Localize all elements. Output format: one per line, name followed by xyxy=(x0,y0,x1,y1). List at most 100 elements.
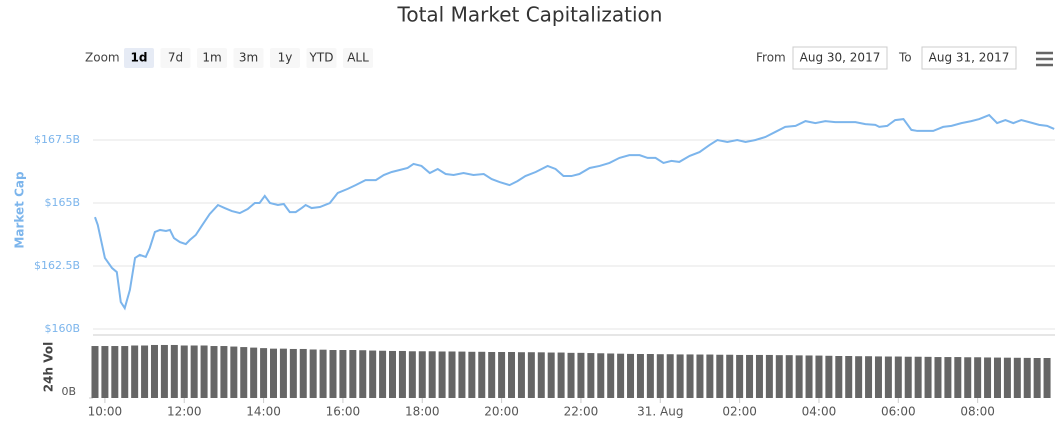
volume-bar xyxy=(121,346,129,398)
zoom-button[interactable]: 1d xyxy=(124,48,154,68)
to-value[interactable]: Aug 31, 2017 xyxy=(929,51,1010,65)
volume-bar xyxy=(91,346,99,398)
zoom-button-bg[interactable] xyxy=(343,48,373,68)
zoom-button[interactable]: 1y xyxy=(270,48,300,68)
zoom-button-label[interactable]: ALL xyxy=(347,51,369,65)
volume-bar xyxy=(924,356,932,398)
x-tick-label: 31. Aug xyxy=(637,405,683,419)
volume-bar xyxy=(260,348,268,398)
volume-bar xyxy=(527,352,535,398)
volume-bar xyxy=(369,350,377,398)
x-tick-label: 16:00 xyxy=(326,405,361,419)
from-value[interactable]: Aug 30, 2017 xyxy=(800,51,881,65)
menu-button[interactable] xyxy=(1036,51,1053,67)
zoom-button[interactable]: ALL xyxy=(343,48,373,68)
volume-bar xyxy=(964,357,972,398)
market-cap-line xyxy=(94,113,1055,311)
volume-bar xyxy=(607,353,615,398)
volume-bar xyxy=(180,345,188,398)
zoom-button-bg[interactable] xyxy=(270,48,300,68)
volume-bar xyxy=(279,348,287,398)
from-input[interactable]: Aug 30, 2017 xyxy=(792,46,888,70)
zoom-button-bg[interactable] xyxy=(306,48,337,68)
x-tick-label: 20:00 xyxy=(484,405,519,419)
volume-bar xyxy=(636,354,644,398)
zoom-button-label[interactable]: 1m xyxy=(202,51,221,65)
zoom-button[interactable]: YTD xyxy=(306,48,337,68)
y-tick-label: 0B xyxy=(61,385,76,398)
zoom-label: Zoom xyxy=(85,51,120,65)
volume-bar xyxy=(666,354,674,398)
x-tick-label: 12:00 xyxy=(167,405,202,419)
zoom-button[interactable]: 1m xyxy=(197,48,227,68)
x-tick-label: 14:00 xyxy=(246,405,281,419)
to-box[interactable] xyxy=(921,46,1017,70)
volume-bar xyxy=(379,350,387,398)
from-box[interactable] xyxy=(792,46,888,70)
zoom-button-label[interactable]: 1y xyxy=(278,51,293,65)
volume-bar xyxy=(517,352,525,398)
volume-bar xyxy=(1023,357,1031,398)
volume-bar xyxy=(428,351,436,398)
x-tick-label: 04:00 xyxy=(802,405,837,419)
volume-bar xyxy=(755,354,763,398)
volume-bar xyxy=(230,346,238,398)
volume-bar xyxy=(993,357,1001,398)
volume-bar xyxy=(299,348,307,398)
volume-bar xyxy=(884,356,892,398)
chart-title: Total Market Capitalization xyxy=(397,3,663,27)
volume-bar xyxy=(498,352,506,398)
volume-bar xyxy=(448,351,456,398)
volume-bar xyxy=(111,346,119,398)
x-tick-label: 02:00 xyxy=(722,405,757,419)
volume-bar xyxy=(646,354,654,398)
x-tick-label: 08:00 xyxy=(960,405,995,419)
volume-bar xyxy=(131,345,139,398)
volume-bar xyxy=(775,355,783,398)
volume-bar xyxy=(676,354,684,398)
volume-bar xyxy=(795,355,803,398)
zoom-button-label[interactable]: 7d xyxy=(168,51,183,65)
volume-bar xyxy=(974,357,982,398)
volume-bar xyxy=(825,355,833,398)
volume-bar xyxy=(458,351,466,398)
volume-bar xyxy=(269,348,277,398)
zoom-button[interactable]: 3m xyxy=(233,48,264,68)
volume-bar xyxy=(904,356,912,398)
volume-bar xyxy=(874,356,882,398)
volume-bar xyxy=(488,352,496,398)
zoom-button-bg[interactable] xyxy=(160,48,191,68)
volume-bar xyxy=(339,350,347,398)
zoom-button-label[interactable]: 1d xyxy=(131,51,148,65)
zoom-button-bg[interactable] xyxy=(233,48,264,68)
volume-bar xyxy=(1033,357,1041,398)
volume-bar xyxy=(1043,357,1051,398)
zoom-button[interactable]: 7d xyxy=(160,48,191,68)
volume-bar xyxy=(835,356,843,398)
y-tick-label: $160B xyxy=(44,322,80,335)
volume-axis-title: 24h Vol xyxy=(42,342,56,392)
to-input[interactable]: Aug 31, 2017 xyxy=(921,46,1017,70)
zoom-button-bg[interactable] xyxy=(197,48,227,68)
volume-bar xyxy=(319,349,327,398)
volume-bar xyxy=(537,352,545,398)
volume-bar xyxy=(765,354,773,398)
volume-bar xyxy=(954,357,962,398)
to-label: To xyxy=(898,51,912,65)
volume-bar xyxy=(170,344,178,398)
y-tick-label: $167.5B xyxy=(34,133,80,146)
volume-bar xyxy=(200,345,208,398)
volume-bar xyxy=(726,354,734,398)
zoom-button-label[interactable]: 3m xyxy=(239,51,258,65)
zoom-button-label[interactable]: YTD xyxy=(309,51,334,65)
volume-bar xyxy=(190,345,198,398)
volume-bar xyxy=(101,346,109,398)
volume-bar xyxy=(587,353,595,398)
volume-bar xyxy=(1003,357,1011,398)
volume-bar xyxy=(597,353,605,398)
from-label: From xyxy=(756,51,786,65)
volume-bar xyxy=(557,352,565,398)
volume-bar xyxy=(785,355,793,398)
zoom-button-bg[interactable] xyxy=(124,48,154,68)
